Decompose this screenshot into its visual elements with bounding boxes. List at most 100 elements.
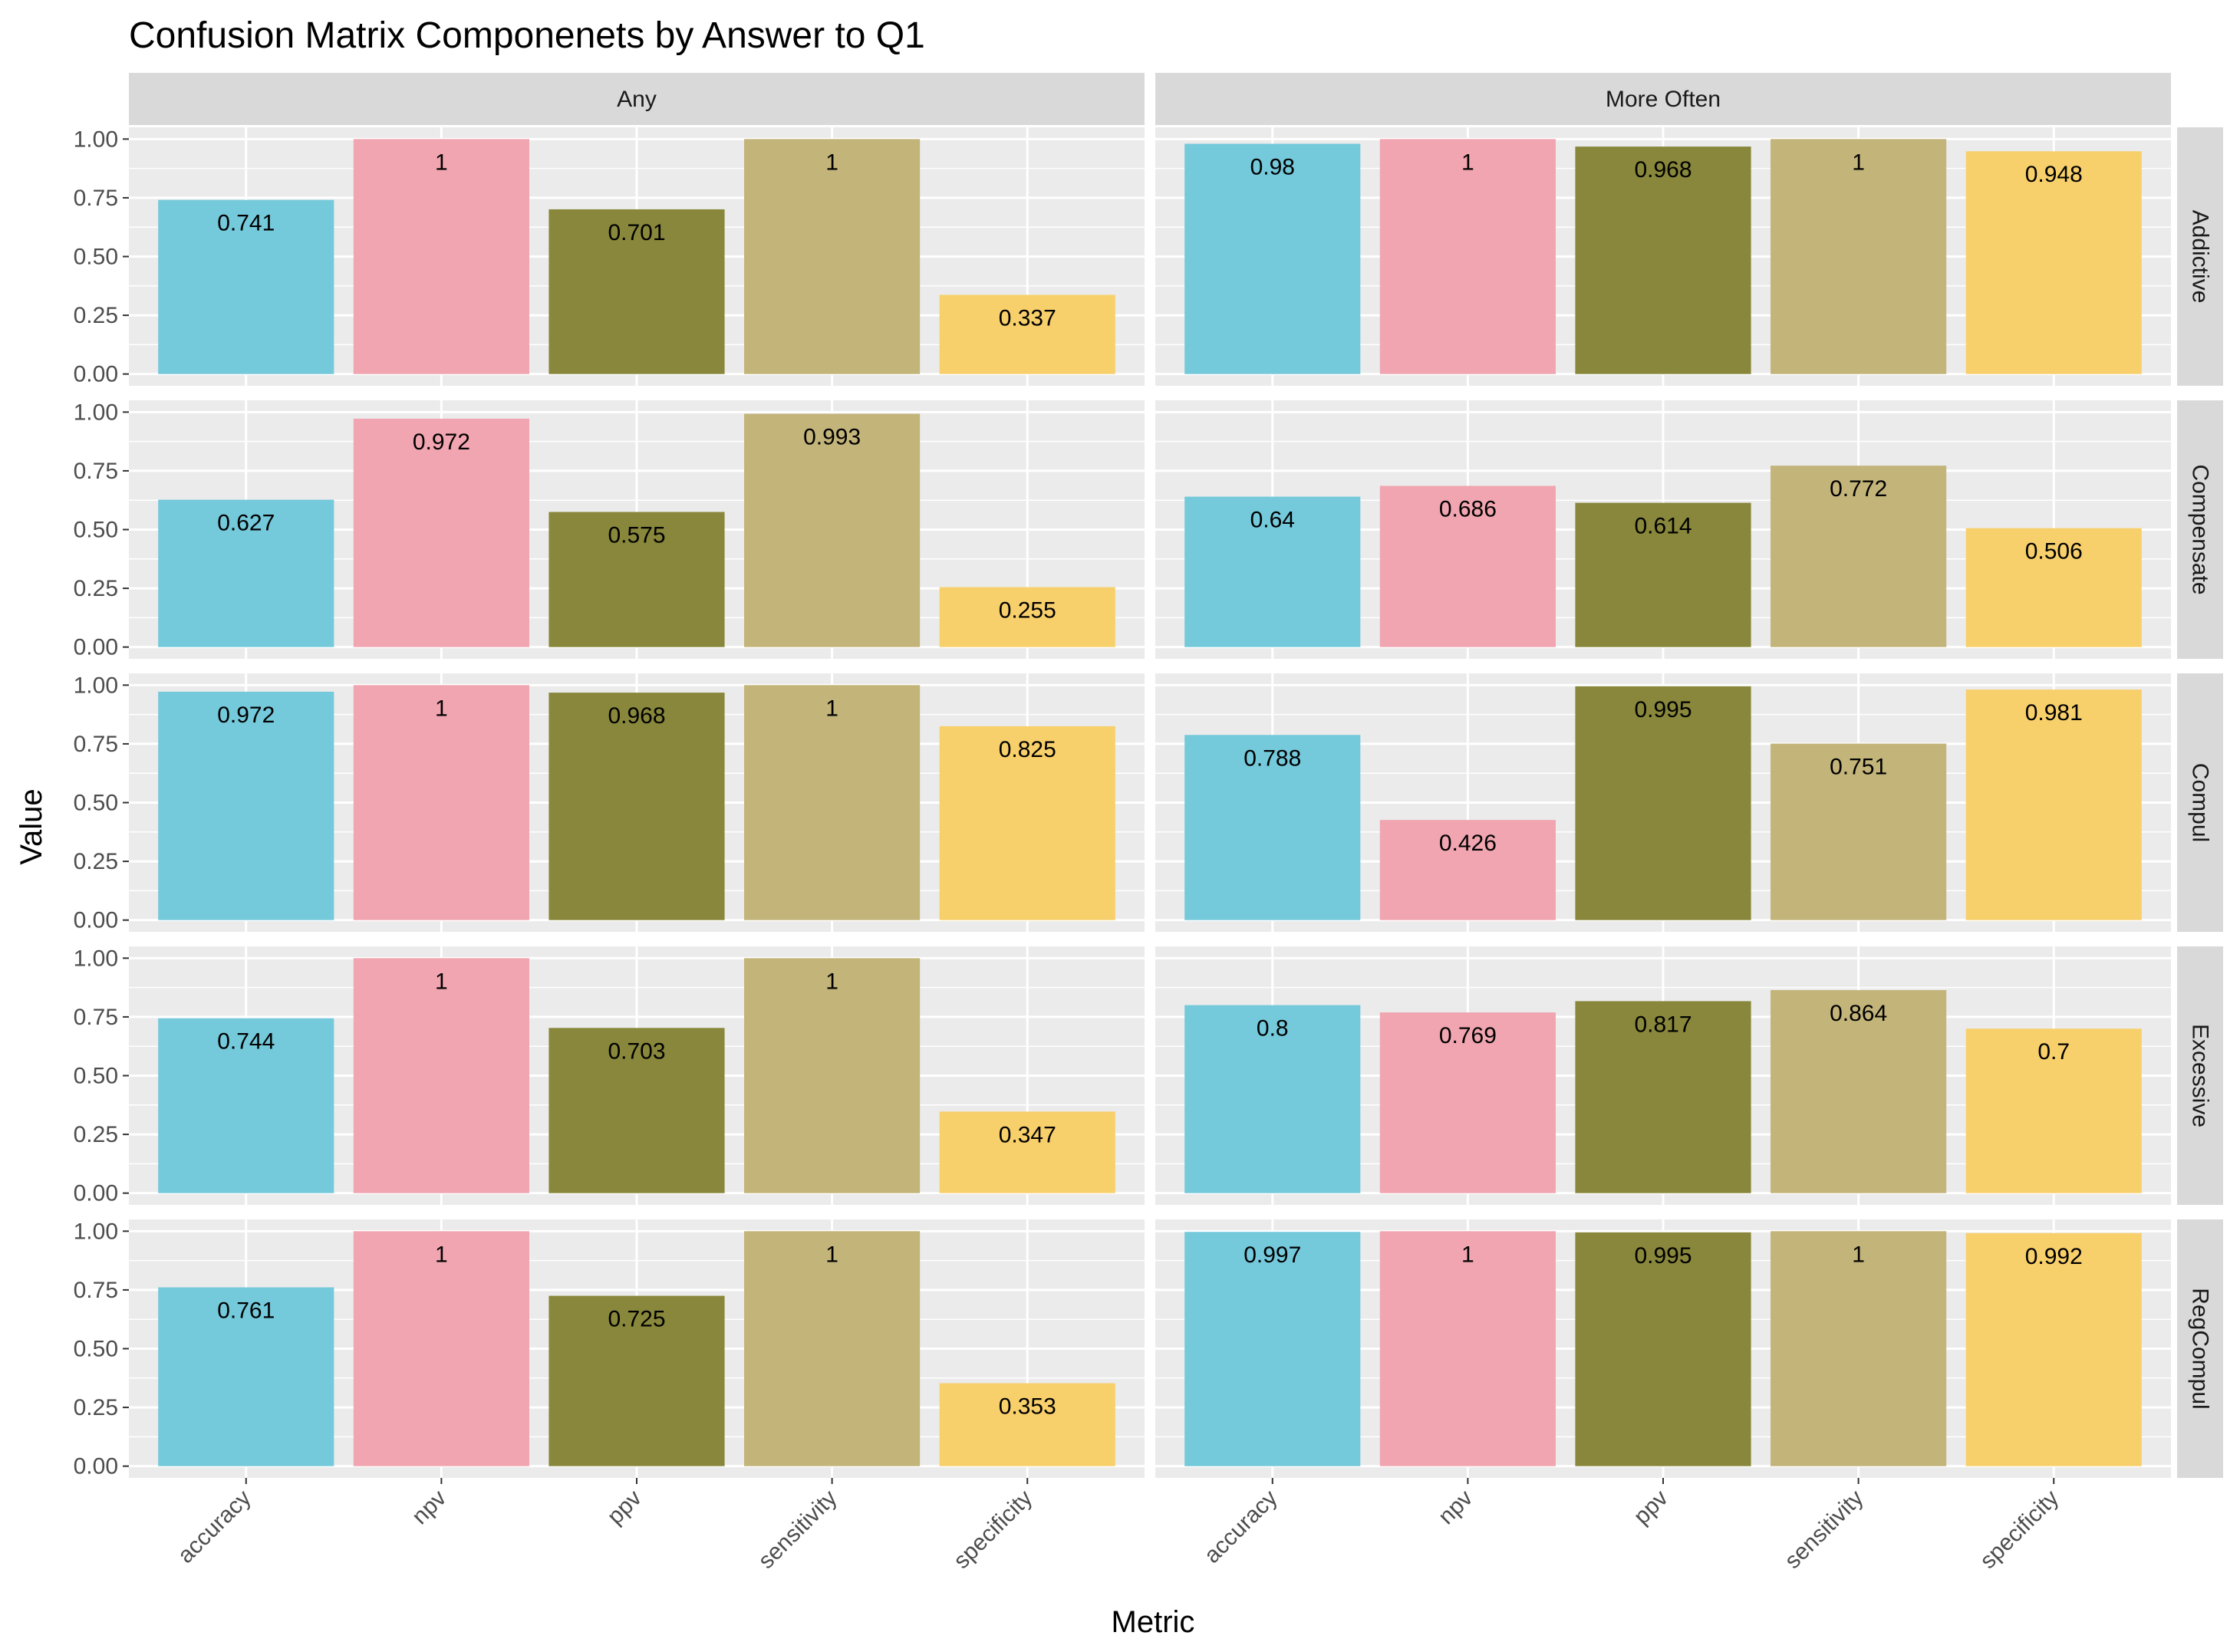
bar-value-label: 0.981	[2025, 700, 2083, 726]
panel-compensate-more-often: 0.64 0.686 0.614 0.772 0.506	[1155, 400, 2171, 659]
x-tick-label: accuracy	[173, 1486, 255, 1568]
bar-value-label: 1	[435, 150, 448, 175]
bar-npv	[1379, 485, 1556, 647]
panel-compul-more-often: 0.788 0.426 0.995 0.751 0.981	[1155, 673, 2171, 932]
bar-value-label: 0.948	[2025, 162, 2083, 187]
strip-bg	[2177, 127, 2223, 386]
y-tick-label: 0.75	[74, 1278, 118, 1303]
bar-ppv	[1575, 1001, 1751, 1193]
bar-value-label: 0.7	[2037, 1039, 2070, 1065]
bar-ppv	[1575, 1232, 1751, 1466]
bar-npv	[1379, 820, 1556, 920]
bar-specificity	[1965, 1232, 2142, 1466]
bar-ppv	[1575, 686, 1751, 920]
bar-value-label: 0.725	[608, 1307, 665, 1332]
strip-bg	[2177, 400, 2223, 659]
panel-regcompul-more-often: 0.997 1 0.995 1 0.992	[1155, 1219, 2171, 1478]
bar-value-label: 1	[825, 150, 838, 175]
bar-accuracy	[158, 691, 334, 920]
y-tick-label: 0.25	[74, 849, 118, 874]
y-tick-label: 0.00	[74, 635, 118, 660]
bar-value-label: 0.751	[1830, 755, 1887, 780]
strip-more-often: More Often	[1155, 73, 2171, 125]
bar-npv	[353, 418, 529, 647]
bar-value-label: 0.972	[217, 703, 275, 728]
bar-sensitivity	[744, 958, 921, 1193]
x-tick-label: npv	[407, 1486, 452, 1530]
bar-value-label: 0.701	[608, 220, 665, 245]
bar-sensitivity	[744, 413, 921, 647]
bar-value-label: 0.992	[2025, 1244, 2083, 1269]
bar-specificity	[1965, 528, 2142, 647]
bar-value-label: 0.997	[1244, 1242, 1301, 1268]
bar-value-label: 1	[1852, 1242, 1865, 1267]
column-strip-label: More Often	[1606, 87, 1721, 112]
bar-specificity	[939, 295, 1115, 374]
panel-compul-any: 0.972 1 0.968 1 0.825	[129, 673, 1145, 932]
panel-excessive-more-often: 0.8 0.769 0.817 0.864 0.7	[1155, 946, 2171, 1205]
bar-sensitivity	[1771, 989, 1947, 1193]
y-tick-label: 0.50	[74, 1064, 118, 1089]
bar-value-label: 0.614	[1634, 514, 1692, 539]
bar-value-label: 0.353	[999, 1394, 1056, 1420]
bar-value-label: 0.825	[999, 737, 1056, 762]
x-tick-label: sensitivity	[753, 1486, 842, 1574]
bar-value-label: 0.864	[1830, 1001, 1887, 1026]
bar-value-label: 0.703	[608, 1038, 665, 1064]
x-tick-label: specificity	[949, 1486, 1037, 1574]
y-tick-label: 0.25	[74, 303, 118, 328]
bar-specificity	[1965, 689, 2142, 920]
bar-value-label: 0.64	[1250, 508, 1295, 533]
bar-value-label: 1	[1461, 150, 1474, 175]
strip-bg	[2177, 946, 2223, 1205]
bar-specificity	[939, 587, 1115, 647]
bar-sensitivity	[1771, 466, 1947, 647]
strip-bg	[129, 73, 1145, 125]
bar-value-label: 0.972	[413, 429, 470, 455]
bar-value-label: 1	[435, 696, 448, 721]
x-tick-label: npv	[1434, 1486, 1478, 1530]
bar-value-label: 1	[1852, 150, 1865, 175]
bar-accuracy	[1184, 143, 1361, 374]
bar-value-label: 0.337	[999, 305, 1056, 331]
panel-compensate-any: 0.627 0.972 0.575 0.993 0.255	[129, 400, 1145, 659]
x-axis-title: Metric	[1112, 1605, 1195, 1639]
bar-accuracy	[1184, 496, 1361, 647]
x-tick-label: ppv	[1629, 1486, 1673, 1530]
bar-accuracy	[1184, 735, 1361, 920]
panels-layer: Any More Often Addictive 0.00 0.25 0.50 0.75 1.…	[74, 73, 2223, 1574]
bar-specificity	[1965, 1028, 2142, 1193]
bar-value-label: 0.817	[1634, 1012, 1692, 1037]
bar-value-label: 0.968	[1634, 157, 1692, 183]
bar-value-label: 0.769	[1439, 1023, 1497, 1048]
bar-accuracy	[1184, 1232, 1361, 1466]
y-tick-label: 0.50	[74, 1337, 118, 1362]
bar-value-label: 1	[825, 969, 838, 994]
column-strip-label: Any	[617, 87, 657, 112]
panel-regcompul-any: 0.761 1 0.725 1 0.353	[129, 1219, 1145, 1478]
bar-sensitivity	[1771, 1231, 1947, 1466]
x-tick-label: accuracy	[1199, 1486, 1282, 1568]
y-tick-label: 0.75	[74, 732, 118, 757]
strip-bg	[1155, 73, 2171, 125]
y-tick-label: 0.00	[74, 1181, 118, 1206]
strip-any: Any	[129, 73, 1145, 125]
bar-value-label: 0.686	[1439, 497, 1497, 522]
bar-accuracy	[158, 499, 334, 647]
strip-compensate: Compensate	[2177, 400, 2223, 659]
row-strip-label: Compul	[2188, 763, 2213, 842]
strip-addictive: Addictive	[2177, 127, 2223, 386]
bar-value-label: 0.347	[999, 1122, 1056, 1147]
bar-value-label: 0.741	[217, 211, 275, 236]
bar-ppv	[1575, 502, 1751, 647]
bar-npv	[1379, 139, 1556, 374]
bar-accuracy	[158, 1018, 334, 1193]
y-tick-label: 1.00	[74, 127, 118, 152]
row-strip-label: Addictive	[2188, 210, 2213, 304]
bar-value-label: 0.968	[608, 703, 665, 729]
bar-ppv	[548, 1028, 725, 1193]
bar-value-label: 0.744	[217, 1029, 275, 1055]
bar-sensitivity	[1771, 743, 1947, 920]
strip-regcompul: RegCompul	[2177, 1219, 2223, 1478]
y-tick-label: 0.50	[74, 518, 118, 543]
